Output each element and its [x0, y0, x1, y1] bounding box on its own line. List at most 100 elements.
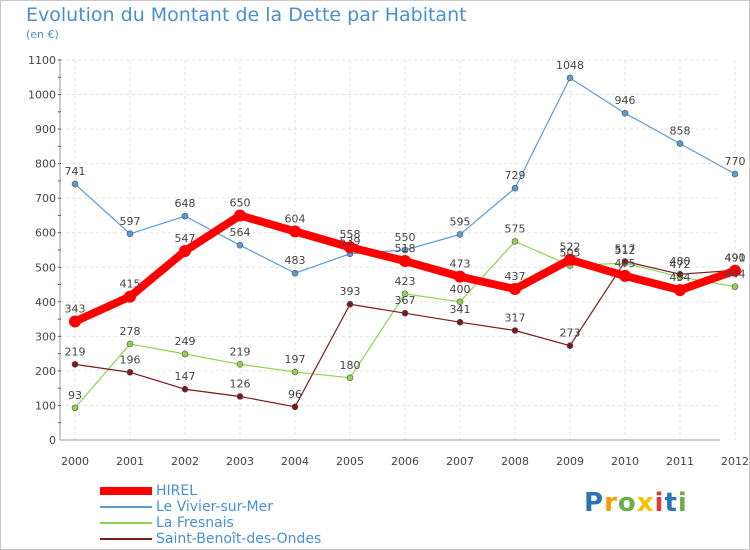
data-point-saint-benoit-des-ondes	[511, 327, 519, 334]
data-point-la-fresnais	[346, 374, 354, 382]
x-tick-label: 2004	[281, 455, 309, 468]
data-label-le-vivier-sur-mer: 564	[230, 226, 251, 239]
y-tick-label: 900	[35, 123, 56, 136]
data-label-saint-benoit-des-ondes: 341	[450, 303, 471, 316]
data-point-la-fresnais	[71, 404, 79, 412]
data-label-la-fresnais: 423	[395, 275, 416, 288]
data-point-le-vivier-sur-mer	[566, 74, 574, 82]
x-tick-label: 2003	[226, 455, 254, 468]
data-label-le-vivier-sur-mer: 741	[65, 165, 86, 178]
data-label-le-vivier-sur-mer: 729	[505, 169, 526, 182]
data-label-la-fresnais: 180	[340, 359, 361, 372]
data-label-hirel: 343	[65, 303, 86, 316]
brand-letter: x	[636, 488, 655, 518]
data-label-la-fresnais: 512	[615, 244, 636, 257]
data-label-la-fresnais: 444	[725, 268, 746, 281]
data-label-la-fresnais: 400	[450, 283, 471, 296]
x-tick-label: 2000	[61, 455, 89, 468]
legend-swatch-le-vivier-sur-mer	[100, 506, 152, 508]
data-label-la-fresnais: 278	[120, 325, 141, 338]
data-label-saint-benoit-des-ondes: 273	[560, 327, 581, 340]
data-point-la-fresnais	[456, 298, 464, 306]
data-point-la-fresnais	[126, 340, 134, 348]
data-label-le-vivier-sur-mer: 539	[340, 235, 361, 248]
data-point-saint-benoit-des-ondes	[621, 258, 629, 265]
data-point-hirel	[564, 253, 576, 266]
x-tick-label: 2009	[556, 455, 584, 468]
data-label-hirel: 518	[395, 242, 416, 255]
data-point-saint-benoit-des-ondes	[346, 300, 354, 308]
y-tick-label: 500	[35, 261, 56, 274]
data-label-la-fresnais: 219	[230, 345, 251, 358]
data-label-le-vivier-sur-mer: 483	[285, 254, 306, 267]
brand-letter: i	[677, 488, 688, 518]
data-label-le-vivier-sur-mer: 858	[670, 125, 691, 138]
y-tick-label: 600	[35, 227, 56, 240]
y-tick-label: 1000	[28, 89, 56, 102]
x-tick-label: 2001	[116, 455, 144, 468]
x-tick-label: 2005	[336, 455, 364, 468]
data-point-saint-benoit-des-ondes	[676, 270, 684, 278]
x-tick-label: 2012	[721, 455, 749, 468]
data-label-hirel: 650	[230, 196, 251, 209]
line-chart: 0 100 200 300 400 500 600 700 800 900 1000 1100 2000…	[28, 54, 749, 468]
data-point-le-vivier-sur-mer	[291, 269, 299, 277]
data-label-la-fresnais: 505	[560, 247, 581, 260]
data-label-la-fresnais: 93	[68, 389, 82, 402]
data-label-hirel: 437	[505, 270, 526, 283]
data-point-le-vivier-sur-mer	[511, 184, 519, 192]
x-tick-label: 2010	[611, 455, 639, 468]
data-point-hirel	[729, 264, 741, 277]
chart-subtitle: (en €)	[26, 28, 59, 41]
data-point-la-fresnais	[291, 368, 299, 376]
legend-label-le-vivier-sur-mer: Le Vivier-sur-Mer	[156, 499, 274, 515]
data-label-le-vivier-sur-mer: 550	[395, 231, 416, 244]
data-point-le-vivier-sur-mer	[236, 241, 244, 249]
data-label-hirel: 415	[120, 278, 141, 291]
legend-label-hirel: HIREL	[156, 483, 198, 499]
data-point-le-vivier-sur-mer	[71, 180, 79, 188]
data-point-la-fresnais	[181, 350, 189, 358]
data-point-le-vivier-sur-mer	[621, 109, 629, 117]
y-tick-label: 100	[35, 399, 56, 412]
data-point-saint-benoit-des-ondes	[291, 403, 299, 411]
brand-letter: o	[617, 488, 637, 518]
legend-label-saint-benoit-des-ondes: Saint-Benoît-des-Ondes	[156, 531, 322, 547]
brand-letter: i	[654, 488, 665, 518]
data-point-saint-benoit-des-ondes	[126, 368, 134, 376]
data-point-le-vivier-sur-mer	[126, 230, 134, 238]
chart-title: Evolution du Montant de la Dette par Hab…	[26, 4, 467, 26]
x-tick-label: 2008	[501, 455, 529, 468]
data-point-hirel	[179, 245, 191, 258]
y-tick-label: 200	[35, 365, 56, 378]
data-label-hirel: 434	[670, 271, 691, 284]
data-point-saint-benoit-des-ondes	[401, 309, 409, 317]
x-tick-label: 2007	[446, 455, 474, 468]
y-tick-label: 300	[35, 330, 56, 343]
data-label-le-vivier-sur-mer: 595	[450, 215, 471, 228]
data-label-le-vivier-sur-mer: 1048	[556, 59, 584, 72]
plot-area	[60, 60, 720, 440]
data-label-saint-benoit-des-ondes: 317	[505, 311, 526, 324]
data-point-saint-benoit-des-ondes	[456, 318, 464, 326]
data-label-la-fresnais: 472	[670, 258, 691, 271]
data-label-hirel: 475	[615, 257, 636, 270]
data-point-la-fresnais	[731, 283, 739, 290]
data-label-saint-benoit-des-ondes: 96	[288, 388, 302, 401]
data-point-hirel	[674, 284, 686, 297]
data-label-hirel: 558	[340, 228, 361, 241]
data-label-hirel: 473	[450, 258, 471, 271]
data-label-le-vivier-sur-mer: 946	[615, 94, 636, 107]
data-label-saint-benoit-des-ondes: 219	[65, 345, 86, 358]
data-point-saint-benoit-des-ondes	[566, 342, 574, 349]
data-point-le-vivier-sur-mer	[456, 231, 464, 238]
data-point-saint-benoit-des-ondes	[71, 361, 79, 368]
legend-label-la-fresnais: La Fresnais	[156, 515, 234, 531]
data-point-saint-benoit-des-ondes	[181, 385, 189, 393]
data-label-le-vivier-sur-mer: 597	[120, 215, 141, 228]
data-label-hirel: 490	[725, 252, 746, 265]
data-label-saint-benoit-des-ondes: 147	[175, 370, 196, 383]
data-label-hirel: 522	[560, 241, 581, 254]
y-tick-label: 0	[49, 434, 56, 447]
data-point-hirel	[619, 269, 631, 282]
